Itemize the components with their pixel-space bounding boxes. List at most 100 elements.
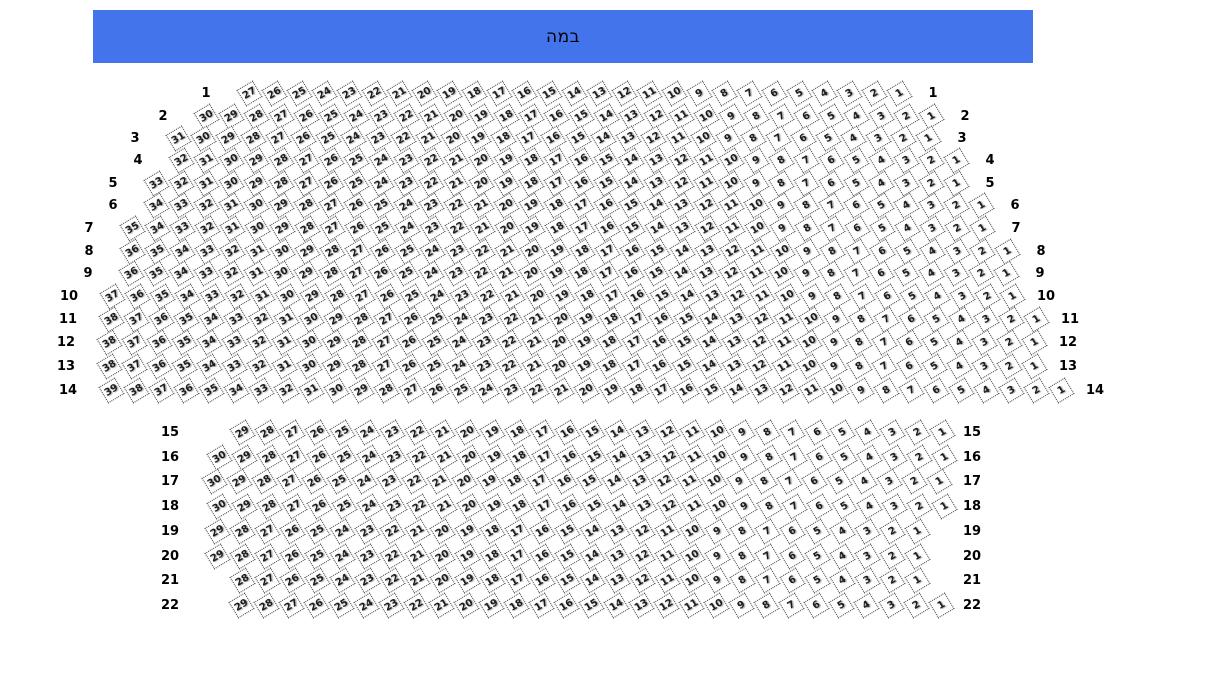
seat[interactable]: 17 [504, 543, 531, 570]
seat[interactable]: 20 [453, 592, 480, 619]
seat[interactable]: 6 [804, 419, 831, 446]
seat[interactable]: 12 [629, 518, 656, 545]
seat[interactable]: 16 [554, 419, 581, 446]
seat[interactable]: 5 [815, 125, 842, 152]
seat[interactable]: 30 [296, 329, 323, 356]
seat[interactable]: 33 [169, 215, 196, 242]
seat[interactable]: 3 [854, 567, 881, 594]
seat[interactable]: 3 [893, 147, 920, 174]
seat[interactable]: 38 [123, 377, 150, 404]
seat[interactable]: 25 [421, 353, 448, 380]
seat[interactable]: 6 [803, 592, 830, 619]
seat[interactable]: 4 [840, 125, 867, 152]
seat[interactable]: 20 [451, 468, 478, 495]
seat[interactable]: 27 [398, 377, 425, 404]
seat[interactable]: 17 [531, 493, 558, 520]
seat[interactable]: 6 [896, 329, 923, 356]
seat[interactable]: 6 [806, 493, 833, 520]
seat[interactable]: 2 [996, 329, 1023, 356]
seat[interactable]: 8 [846, 329, 873, 356]
seat[interactable]: 31 [271, 329, 298, 356]
seat[interactable]: 5 [831, 444, 858, 471]
seat[interactable]: 6 [790, 125, 817, 152]
seat[interactable]: 30 [243, 192, 270, 219]
seat[interactable]: 26 [279, 518, 306, 545]
seat[interactable]: 33 [248, 377, 275, 404]
seat[interactable]: 3 [854, 518, 881, 545]
seat[interactable]: 26 [290, 125, 317, 152]
seat[interactable]: 13 [629, 419, 656, 446]
seat[interactable]: 16 [646, 329, 673, 356]
seat[interactable]: 26 [306, 444, 333, 471]
seat[interactable]: 10 [796, 353, 823, 380]
seat[interactable]: 9 [821, 329, 848, 356]
seat[interactable]: 6 [818, 147, 845, 174]
seat[interactable]: 5 [829, 419, 856, 446]
seat[interactable]: 24 [340, 125, 367, 152]
seat[interactable]: 38 [96, 329, 123, 356]
seat[interactable]: 14 [674, 283, 701, 310]
seat[interactable]: 12 [654, 419, 681, 446]
seat[interactable]: 15 [593, 170, 620, 197]
seat[interactable]: 28 [268, 147, 295, 174]
seat[interactable]: 9 [731, 444, 758, 471]
seat[interactable]: 12 [640, 125, 667, 152]
seat[interactable]: 20 [429, 567, 456, 594]
seat[interactable]: 30 [206, 493, 233, 520]
seat[interactable]: 5 [921, 353, 948, 380]
seat[interactable]: 6 [818, 170, 845, 197]
seat[interactable]: 15 [581, 493, 608, 520]
seat[interactable]: 8 [793, 192, 820, 219]
seat[interactable]: 14 [579, 543, 606, 570]
seat[interactable]: 13 [721, 353, 748, 380]
seat[interactable]: 3 [998, 377, 1025, 404]
seat[interactable]: 10 [774, 283, 801, 310]
seat[interactable]: 5 [804, 518, 831, 545]
seat[interactable]: 7 [793, 147, 820, 174]
seat[interactable]: 27 [319, 215, 346, 242]
seat[interactable]: 22 [496, 329, 523, 356]
seat[interactable]: 19 [479, 419, 506, 446]
seat[interactable]: 15 [593, 147, 620, 174]
seat[interactable]: 2 [906, 444, 933, 471]
seat[interactable]: 14 [606, 493, 633, 520]
seat[interactable]: 23 [381, 444, 408, 471]
seat[interactable]: 18 [503, 592, 530, 619]
seat[interactable]: 27 [293, 147, 320, 174]
seat[interactable]: 21 [548, 377, 575, 404]
seat[interactable]: 18 [574, 283, 601, 310]
seat[interactable]: 17 [529, 419, 556, 446]
seat[interactable]: 28 [240, 125, 267, 152]
seat[interactable]: 30 [323, 377, 350, 404]
seat[interactable]: 2 [901, 468, 928, 495]
seat[interactable]: 26 [318, 170, 345, 197]
seat[interactable]: 34 [174, 283, 201, 310]
seat[interactable]: 13 [668, 192, 695, 219]
seat[interactable]: 30 [296, 353, 323, 380]
seat[interactable]: 36 [146, 329, 173, 356]
seat[interactable]: 19 [493, 147, 520, 174]
seat[interactable]: 2 [996, 353, 1023, 380]
seat[interactable]: 25 [399, 283, 426, 310]
seat[interactable]: 12 [773, 377, 800, 404]
seat[interactable]: 4 [946, 353, 973, 380]
seat[interactable]: 16 [624, 283, 651, 310]
seat[interactable]: 25 [331, 493, 358, 520]
seat[interactable]: 10 [718, 147, 745, 174]
seat[interactable]: 15 [671, 353, 698, 380]
seat[interactable]: 20 [429, 543, 456, 570]
seat[interactable]: 22 [496, 353, 523, 380]
seat[interactable]: 26 [279, 567, 306, 594]
seat[interactable]: 19 [465, 125, 492, 152]
seat[interactable]: 31 [249, 283, 276, 310]
seat[interactable]: 14 [644, 215, 671, 242]
seat[interactable]: 30 [201, 468, 228, 495]
seat[interactable]: 5 [868, 192, 895, 219]
seat[interactable]: 22 [418, 147, 445, 174]
seat[interactable]: 28 [268, 170, 295, 197]
seat[interactable]: 29 [226, 468, 253, 495]
seat[interactable]: 9 [726, 468, 753, 495]
seat[interactable]: 4 [829, 543, 856, 570]
seat[interactable]: 23 [381, 493, 408, 520]
seat[interactable]: 17 [543, 147, 570, 174]
